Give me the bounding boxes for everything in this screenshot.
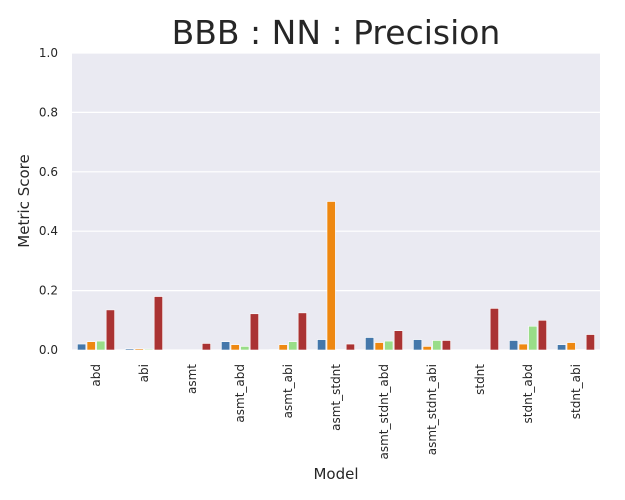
bar: [125, 348, 135, 351]
bar: [230, 344, 240, 351]
x-tick-label: stdnt_abi: [569, 364, 583, 419]
y-tick-label: 0.4: [39, 224, 58, 238]
bar: [86, 341, 96, 351]
y-ticks: 0.0 0.2 0.4 0.6 0.8 1.0: [39, 46, 58, 357]
bar: [297, 312, 307, 351]
bar: [134, 348, 144, 351]
bar: [393, 330, 403, 351]
bar: [336, 349, 346, 351]
bar: [105, 309, 115, 351]
bar: [509, 340, 519, 351]
bar: [153, 296, 163, 351]
bar: [77, 343, 87, 351]
x-tick-label: stdnt_abd: [521, 364, 535, 423]
bar: [249, 313, 259, 351]
bar: [201, 343, 211, 351]
x-tick-label: asmt_stdnt_abi: [425, 364, 439, 455]
bar: [537, 319, 547, 351]
x-axis-label: Model: [313, 465, 358, 483]
bar: [278, 344, 288, 351]
y-tick-label: 0.6: [39, 165, 58, 179]
x-tick-label: abd: [89, 364, 103, 387]
bar: [384, 340, 394, 351]
x-tick-label: asmt_abd: [233, 364, 247, 423]
bars: [77, 201, 595, 351]
y-tick-label: 1.0: [39, 46, 58, 60]
bar: [528, 325, 538, 351]
bar: [144, 348, 154, 351]
bar: [432, 340, 442, 351]
bar: [441, 340, 451, 351]
bar: [345, 343, 355, 351]
bar: [240, 346, 250, 351]
x-tick-label: asmt_stdnt: [329, 364, 343, 431]
bar: [566, 342, 576, 351]
chart-title: BBB : NN : Precision: [172, 13, 501, 52]
bar: [557, 344, 567, 351]
x-tick-label: abi: [137, 364, 151, 382]
bar: [489, 308, 499, 351]
bar: [422, 346, 432, 351]
x-tick-label: stdnt: [473, 364, 487, 395]
y-tick-label: 0.8: [39, 105, 58, 119]
bar: [221, 341, 231, 351]
bar: [413, 339, 423, 351]
bar: [374, 342, 384, 351]
x-tick-label: asmt_abi: [281, 364, 295, 418]
x-ticks: abd abi asmt asmt_abd asmt_abi asmt_stdnt asmt…: [89, 364, 583, 460]
bar: [96, 340, 106, 351]
bar: [269, 349, 279, 351]
x-tick-label: asmt: [185, 364, 199, 394]
bar: [317, 339, 327, 351]
plot-background: [72, 53, 600, 350]
bar: [585, 334, 595, 351]
bar: [365, 337, 375, 351]
bar: [576, 349, 586, 351]
bar: [326, 201, 336, 351]
y-tick-label: 0.2: [39, 284, 58, 298]
bar: [518, 343, 528, 351]
bar: [288, 341, 298, 351]
x-tick-label: asmt_stdnt_abd: [377, 364, 391, 459]
y-axis-label: Metric Score: [15, 154, 33, 247]
y-tick-label: 0.0: [39, 343, 58, 357]
